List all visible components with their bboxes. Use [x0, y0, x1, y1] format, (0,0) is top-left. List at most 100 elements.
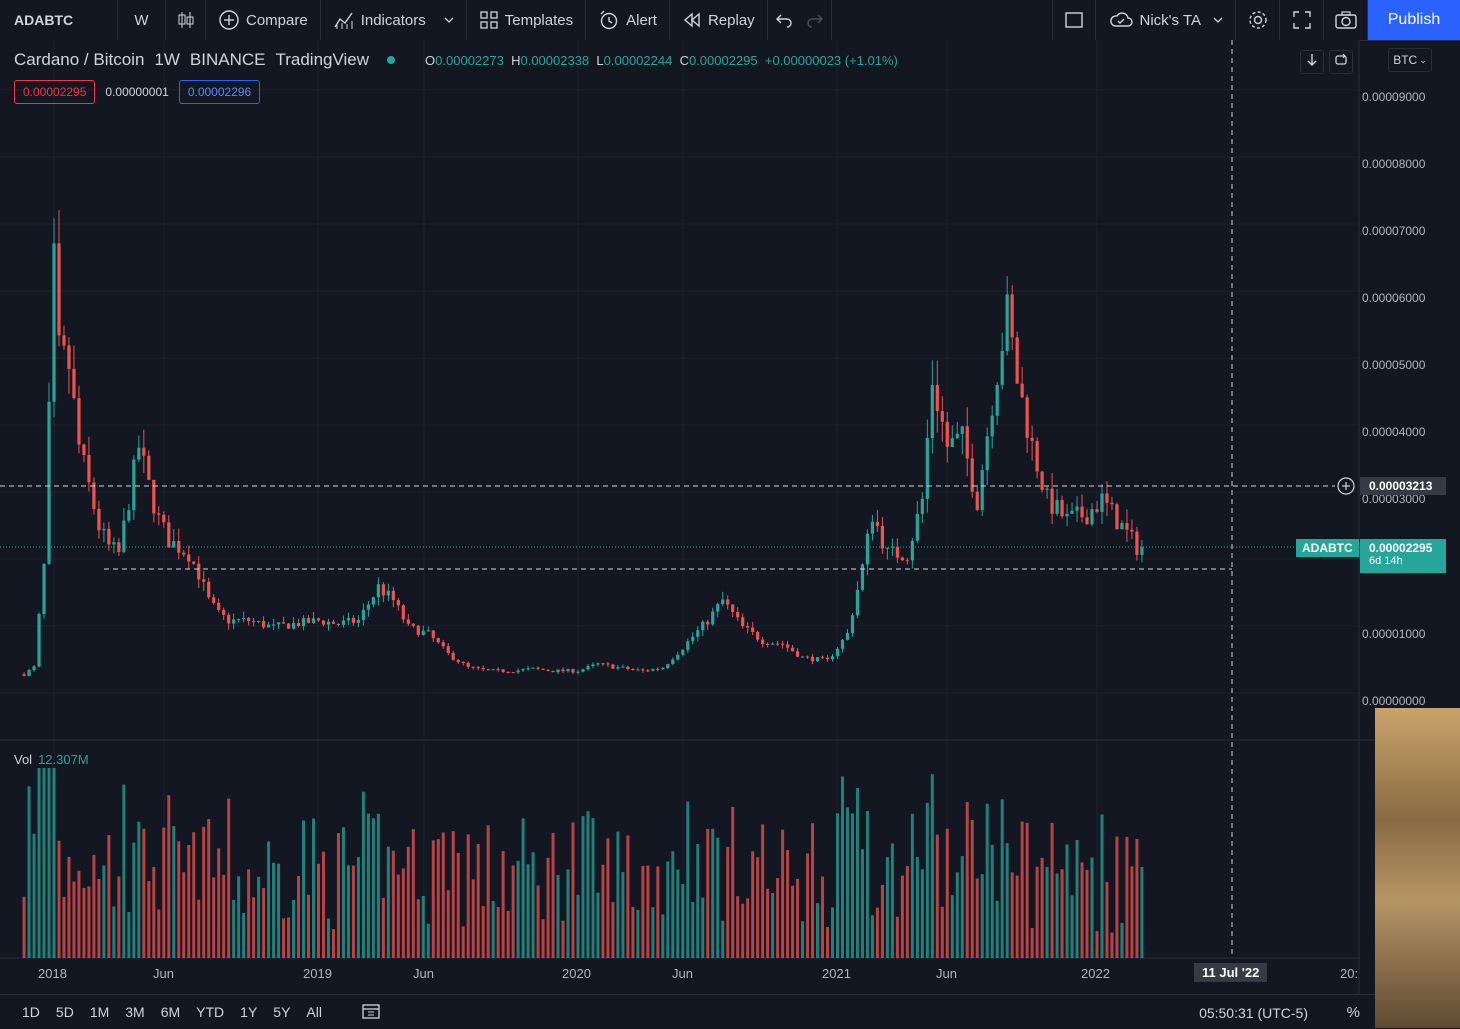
range-1y-button[interactable]: 1Y — [240, 1004, 258, 1020]
volume-bar — [860, 849, 864, 958]
volume-bar — [237, 876, 241, 958]
layout-select-button[interactable] — [1051, 0, 1096, 40]
symbol-search-button[interactable]: ADABTC — [0, 0, 118, 40]
interval-button[interactable]: W — [118, 0, 166, 40]
candle-body — [651, 668, 655, 671]
volume-bar — [471, 879, 475, 958]
price-pane[interactable] — [0, 40, 1360, 740]
candle-body — [411, 623, 415, 626]
candle-body — [611, 664, 615, 669]
candle-body — [930, 384, 934, 439]
volume-bar — [1010, 872, 1014, 958]
candle-body — [386, 590, 390, 596]
range-6m-button[interactable]: 6M — [160, 1004, 181, 1020]
percent-scale-toggle[interactable]: % — [1346, 1004, 1360, 1021]
volume-bar — [222, 874, 226, 958]
volume-bar — [411, 829, 415, 958]
scroll-to-realtime-button[interactable] — [1300, 50, 1324, 74]
range-1d-button[interactable]: 1D — [22, 1004, 40, 1020]
volume-bar — [147, 881, 151, 958]
volume-bar — [771, 892, 775, 958]
last-price-value: 0.00002295 — [1369, 541, 1433, 555]
alert-button[interactable]: Alert — [586, 0, 670, 40]
currency-label: BTC — [1393, 53, 1418, 67]
volume-bar — [561, 920, 565, 958]
crosshair-date-label: 11 Jul '22 — [1194, 963, 1268, 982]
volume-bar — [366, 813, 370, 958]
sell-button[interactable]: 0.00002295 — [14, 80, 96, 104]
volume-bar — [761, 824, 765, 958]
candle-body — [132, 459, 136, 511]
volume-bar — [661, 914, 665, 958]
arrow-down-icon — [1306, 53, 1318, 72]
volume-bar — [441, 832, 445, 958]
volume-bar — [726, 846, 730, 958]
volume-bar — [451, 831, 455, 958]
range-5y-button[interactable]: 5Y — [273, 1004, 291, 1020]
volume-bar — [671, 851, 675, 958]
candle-body — [481, 667, 485, 670]
fullscreen-button[interactable] — [1280, 0, 1324, 40]
replay-button[interactable]: Replay — [670, 0, 768, 40]
volume-bar — [351, 865, 355, 958]
candle-body — [396, 600, 400, 606]
volume-legend[interactable]: Vol 12.307M — [14, 752, 89, 767]
candle-body — [431, 630, 435, 639]
candle-body — [97, 508, 101, 531]
volume-bar — [406, 846, 410, 958]
redo-button[interactable] — [800, 0, 832, 40]
volume-bar — [591, 818, 595, 958]
volume-bar — [890, 843, 894, 958]
volume-bar — [651, 907, 655, 958]
volume-bar — [77, 870, 81, 958]
undo-button[interactable] — [768, 0, 800, 40]
chart-type-button[interactable] — [166, 0, 206, 40]
refresh-button[interactable] — [1329, 50, 1353, 74]
indicators-button[interactable]: Indicators — [321, 0, 467, 40]
range-1m-button[interactable]: 1M — [89, 1004, 110, 1020]
compare-button[interactable]: Compare — [206, 0, 321, 40]
candle-body — [42, 563, 46, 615]
range-ytd-button[interactable]: YTD — [196, 1004, 225, 1020]
candle-body — [890, 546, 894, 548]
volume-bar — [1065, 844, 1069, 958]
volume-bar — [1070, 895, 1074, 958]
market-status-icon[interactable] — [387, 56, 396, 64]
candle-body — [516, 670, 520, 673]
candle-body — [446, 646, 450, 653]
candle-body — [865, 533, 870, 565]
candle-body — [326, 621, 331, 625]
range-5d-button[interactable]: 5D — [55, 1004, 74, 1020]
candle-body — [945, 421, 949, 447]
settings-button[interactable] — [1236, 0, 1280, 40]
publish-button[interactable]: Publish — [1368, 0, 1460, 40]
volume-bar — [1060, 869, 1064, 958]
go-to-date-icon[interactable] — [360, 1001, 382, 1024]
volume-bar — [132, 842, 136, 958]
chart-canvas[interactable] — [0, 40, 1460, 994]
candle-body — [1135, 531, 1139, 555]
clock-timezone[interactable]: 05:50:31 (UTC-5) — [1199, 1005, 1308, 1021]
candle-body — [366, 604, 370, 610]
buy-button[interactable]: 0.00002296 — [178, 80, 261, 104]
volume-bar — [1125, 836, 1129, 958]
save-layout-button[interactable]: Nick's TA — [1096, 0, 1236, 40]
templates-button[interactable]: Templates — [467, 0, 587, 40]
candle-body — [900, 557, 904, 561]
volume-value: 12.307M — [38, 752, 89, 767]
legend-exchange: BINANCE — [189, 50, 266, 69]
candle-body — [1015, 337, 1019, 384]
range-3m-button[interactable]: 3M — [125, 1004, 145, 1020]
legend-pair[interactable]: Cardano / Bitcoin — [14, 50, 145, 69]
candle-body — [57, 243, 61, 336]
volume-bar — [202, 826, 206, 958]
volume-bar — [252, 897, 256, 958]
snapshot-button[interactable] — [1324, 0, 1368, 40]
range-all-button[interactable]: All — [306, 1004, 322, 1020]
candle-body — [561, 669, 565, 672]
volume-bar — [531, 852, 535, 958]
add-alert-plus-icon[interactable] — [1337, 477, 1355, 495]
volume-bar — [965, 802, 969, 958]
volume-bar — [816, 903, 820, 958]
currency-select[interactable]: BTC ⌄ — [1388, 48, 1432, 72]
